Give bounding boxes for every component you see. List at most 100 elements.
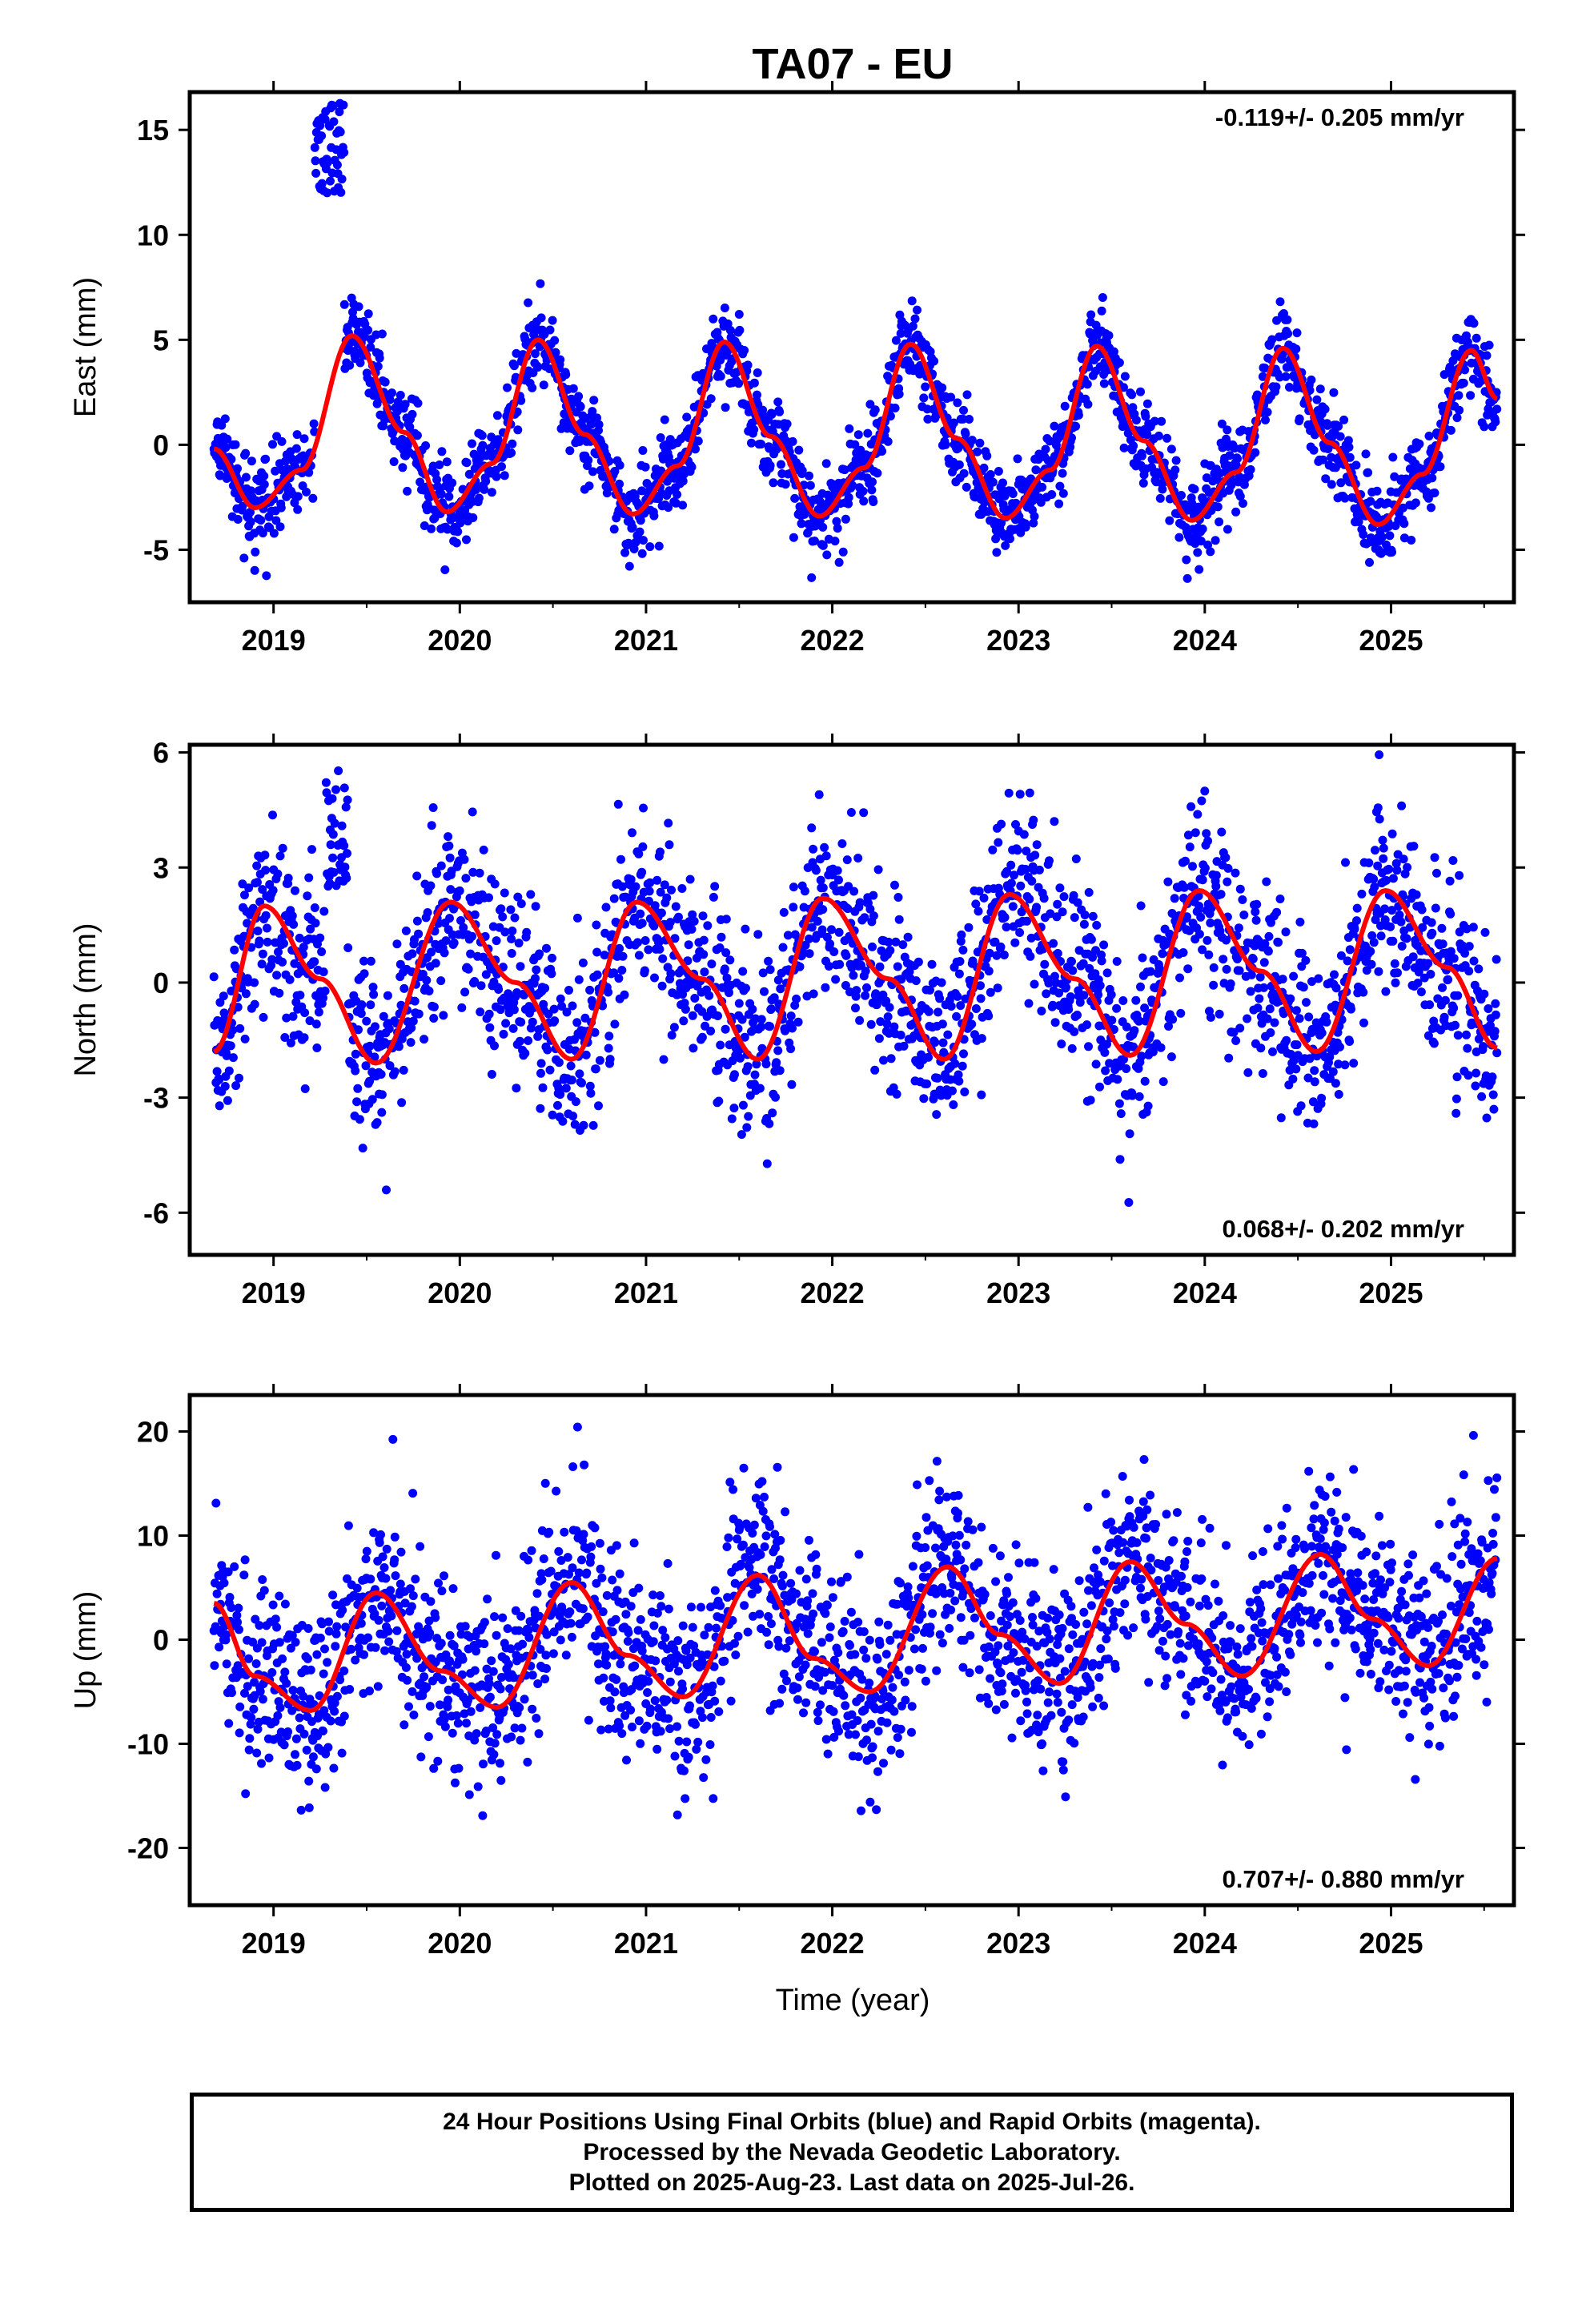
data-point (574, 392, 584, 401)
data-point (1263, 947, 1273, 956)
data-point (822, 550, 832, 560)
data-point (834, 557, 844, 567)
data-point (427, 947, 436, 957)
data-point (1396, 917, 1406, 927)
data-point (259, 1586, 269, 1595)
data-point (684, 940, 693, 950)
data-point (1386, 922, 1395, 931)
data-point (807, 923, 817, 932)
data-point (255, 1687, 265, 1696)
data-point (295, 1713, 304, 1723)
data-point (324, 1617, 333, 1626)
data-point (235, 1073, 243, 1083)
data-point (241, 448, 251, 458)
data-point (656, 433, 665, 442)
data-point (1213, 502, 1223, 512)
data-point (342, 874, 351, 883)
data-point (481, 1727, 491, 1735)
data-point (1469, 319, 1479, 328)
data-point (252, 861, 262, 870)
data-point (396, 959, 405, 969)
data-point (1345, 1037, 1355, 1046)
data-point (516, 962, 525, 971)
data-point (302, 487, 311, 497)
data-point (782, 419, 792, 428)
data-point (794, 445, 804, 455)
data-point (1372, 486, 1382, 496)
data-point (1382, 875, 1391, 885)
data-point (231, 1081, 241, 1091)
data-point (247, 456, 256, 466)
data-point (610, 467, 620, 476)
data-point (807, 573, 817, 582)
data-point (375, 1538, 384, 1547)
data-point (781, 1026, 790, 1035)
data-point (683, 956, 693, 966)
data-point (367, 1095, 377, 1104)
data-point (685, 875, 695, 884)
data-point (241, 1789, 251, 1799)
data-point (1099, 940, 1109, 950)
data-point (292, 1760, 302, 1770)
data-point (371, 1642, 380, 1652)
data-point (1083, 400, 1093, 409)
data-point (1272, 316, 1282, 325)
data-point (1449, 1003, 1459, 1013)
data-point (490, 1041, 499, 1051)
data-point (1275, 895, 1285, 903)
data-point (235, 1702, 245, 1711)
data-point (241, 989, 251, 999)
data-point (1048, 1000, 1058, 1010)
data-point (1002, 866, 1012, 876)
data-point (436, 1638, 446, 1648)
data-point (967, 436, 977, 445)
data-point (1040, 959, 1050, 969)
data-point (533, 363, 543, 372)
data-point (311, 1764, 321, 1774)
data-point (805, 480, 815, 490)
data-point (977, 1034, 986, 1043)
data-point (891, 937, 901, 947)
data-point (974, 887, 984, 896)
data-point (262, 571, 271, 581)
data-point (370, 1052, 379, 1062)
data-point (268, 886, 278, 895)
data-point (1432, 868, 1441, 878)
data-point (1170, 894, 1179, 903)
data-point (426, 881, 436, 891)
data-point (1391, 858, 1401, 868)
data-point (896, 328, 905, 338)
data-point (1200, 863, 1210, 873)
data-point (335, 107, 344, 117)
data-point (1006, 860, 1016, 870)
data-point (215, 1101, 224, 1111)
data-point (1030, 979, 1039, 989)
data-point (1057, 1039, 1066, 1049)
data-point (924, 1007, 934, 1016)
data-point (461, 874, 471, 883)
data-point (238, 501, 247, 511)
data-point (460, 1622, 470, 1631)
data-point (1439, 370, 1449, 380)
data-point (357, 1000, 367, 1010)
data-point (670, 934, 680, 943)
data-point (1363, 468, 1373, 477)
data-point (958, 414, 968, 424)
data-point (1310, 1066, 1319, 1076)
data-point (805, 949, 814, 959)
data-point (335, 1675, 345, 1685)
data-point (959, 468, 969, 478)
data-point (1258, 372, 1267, 381)
data-point (321, 778, 331, 787)
data-point (1331, 983, 1341, 993)
data-point (440, 948, 449, 958)
data-point (795, 962, 805, 971)
data-point (492, 1630, 501, 1640)
data-point (1215, 517, 1224, 527)
data-point (581, 1050, 591, 1059)
data-point (1200, 786, 1210, 796)
data-point (1369, 938, 1379, 947)
data-point (572, 1018, 582, 1027)
data-point (772, 1058, 781, 1068)
data-point (976, 994, 986, 1003)
